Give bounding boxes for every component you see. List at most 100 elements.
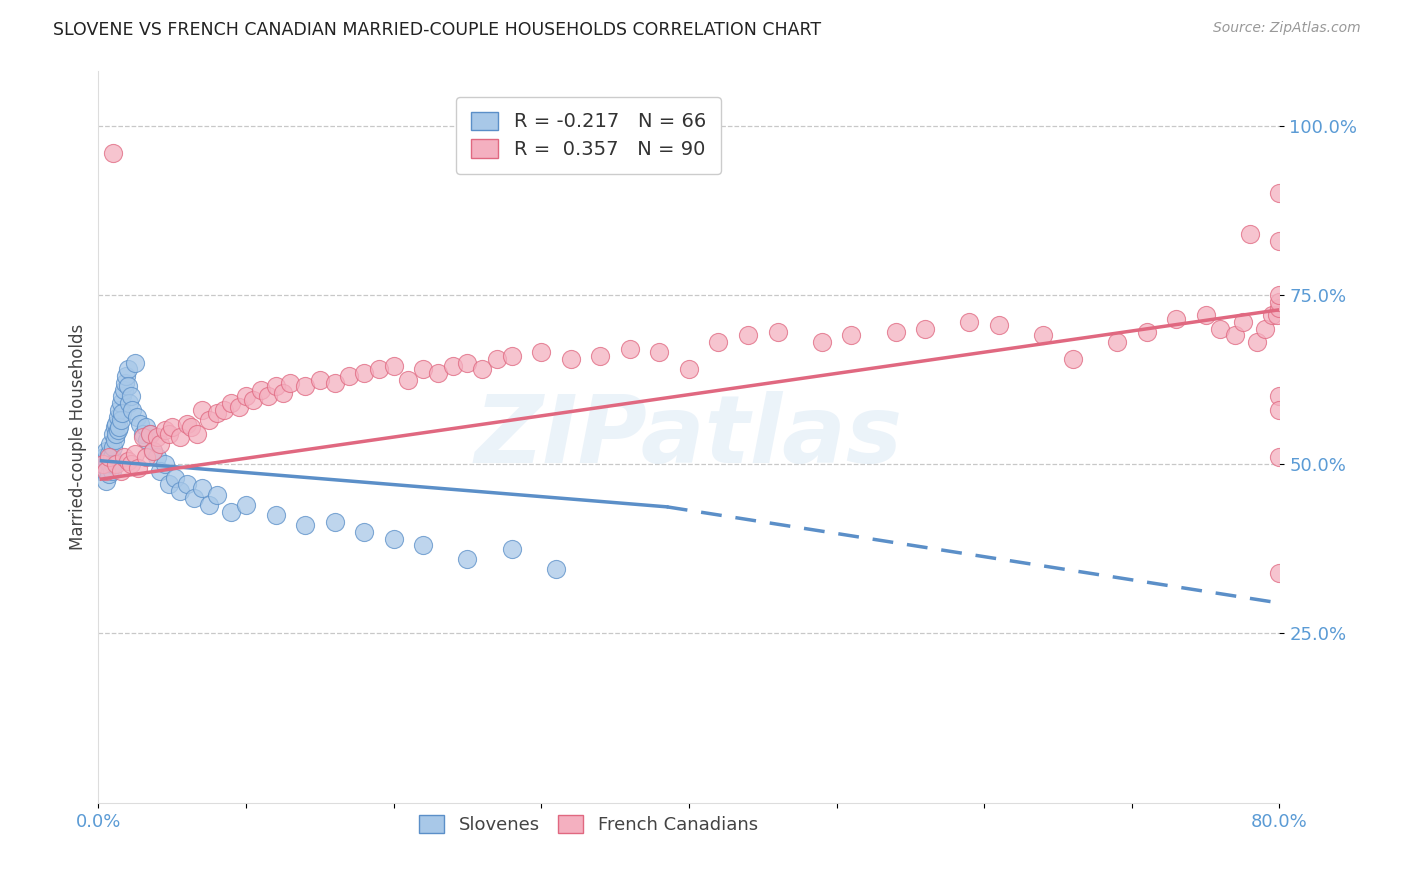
Point — [678, 362, 700, 376]
Point — [1268, 186, 1291, 201]
Point — [96, 454, 118, 468]
Text: ZIPatlas: ZIPatlas — [475, 391, 903, 483]
Point — [707, 335, 730, 350]
Point — [103, 457, 125, 471]
Point — [98, 437, 121, 451]
Point — [142, 443, 165, 458]
Point — [205, 488, 228, 502]
Point — [1195, 308, 1218, 322]
Point — [105, 457, 128, 471]
Point — [323, 376, 346, 390]
Point — [205, 406, 228, 420]
Point — [117, 362, 139, 376]
Point — [560, 352, 582, 367]
Point — [139, 426, 162, 441]
Point — [100, 464, 122, 478]
Point — [105, 426, 128, 441]
Point — [235, 498, 257, 512]
Point — [94, 474, 117, 488]
Point — [1032, 328, 1054, 343]
Point — [648, 345, 671, 359]
Point — [132, 430, 155, 444]
Point — [149, 464, 172, 478]
Point — [1268, 389, 1291, 403]
Point — [988, 318, 1011, 333]
Point — [110, 413, 132, 427]
Point — [176, 477, 198, 491]
Point — [1268, 450, 1291, 465]
Point — [169, 430, 191, 444]
Point — [1107, 335, 1129, 350]
Point — [457, 552, 479, 566]
Point — [191, 481, 214, 495]
Point — [108, 420, 131, 434]
Point — [427, 366, 450, 380]
Point — [124, 447, 146, 461]
Point — [294, 518, 316, 533]
Point — [97, 447, 120, 461]
Point — [183, 491, 205, 505]
Point — [180, 420, 202, 434]
Point — [186, 426, 208, 441]
Point — [235, 389, 257, 403]
Point — [353, 524, 375, 539]
Point — [441, 359, 464, 373]
Point — [165, 471, 187, 485]
Point — [114, 376, 136, 390]
Point — [323, 515, 346, 529]
Point — [1265, 308, 1288, 322]
Point — [104, 420, 127, 434]
Point — [100, 450, 122, 465]
Point — [212, 403, 235, 417]
Point — [121, 403, 143, 417]
Legend: Slovenes, French Canadians: Slovenes, French Canadians — [412, 808, 765, 841]
Point — [221, 396, 243, 410]
Point — [501, 349, 523, 363]
Point — [280, 376, 302, 390]
Point — [1268, 294, 1291, 309]
Point — [146, 430, 169, 444]
Point — [125, 409, 148, 424]
Point — [457, 355, 479, 369]
Point — [1209, 322, 1232, 336]
Point — [198, 498, 221, 512]
Point — [1239, 227, 1261, 241]
Point — [98, 457, 121, 471]
Point — [105, 417, 128, 431]
Point — [198, 413, 221, 427]
Point — [132, 426, 155, 441]
Point — [530, 345, 553, 359]
Point — [412, 362, 434, 376]
Point — [1268, 234, 1291, 248]
Point — [191, 403, 214, 417]
Point — [412, 538, 434, 552]
Point — [1136, 325, 1159, 339]
Point — [93, 450, 115, 465]
Point — [546, 562, 568, 576]
Point — [250, 383, 273, 397]
Point — [169, 484, 191, 499]
Point — [103, 145, 125, 160]
Point — [1268, 288, 1291, 302]
Point — [157, 477, 180, 491]
Point — [619, 342, 641, 356]
Point — [157, 426, 180, 441]
Point — [110, 396, 132, 410]
Point — [309, 372, 332, 386]
Point — [97, 467, 120, 482]
Point — [94, 464, 117, 478]
Point — [884, 325, 907, 339]
Point — [94, 443, 117, 458]
Point — [1166, 311, 1188, 326]
Point — [139, 426, 162, 441]
Point — [486, 352, 509, 367]
Point — [112, 450, 135, 465]
Point — [1268, 301, 1291, 316]
Point — [766, 325, 789, 339]
Point — [1261, 308, 1284, 322]
Point — [841, 328, 863, 343]
Point — [294, 379, 316, 393]
Point — [135, 420, 157, 434]
Point — [162, 420, 183, 434]
Point — [153, 457, 176, 471]
